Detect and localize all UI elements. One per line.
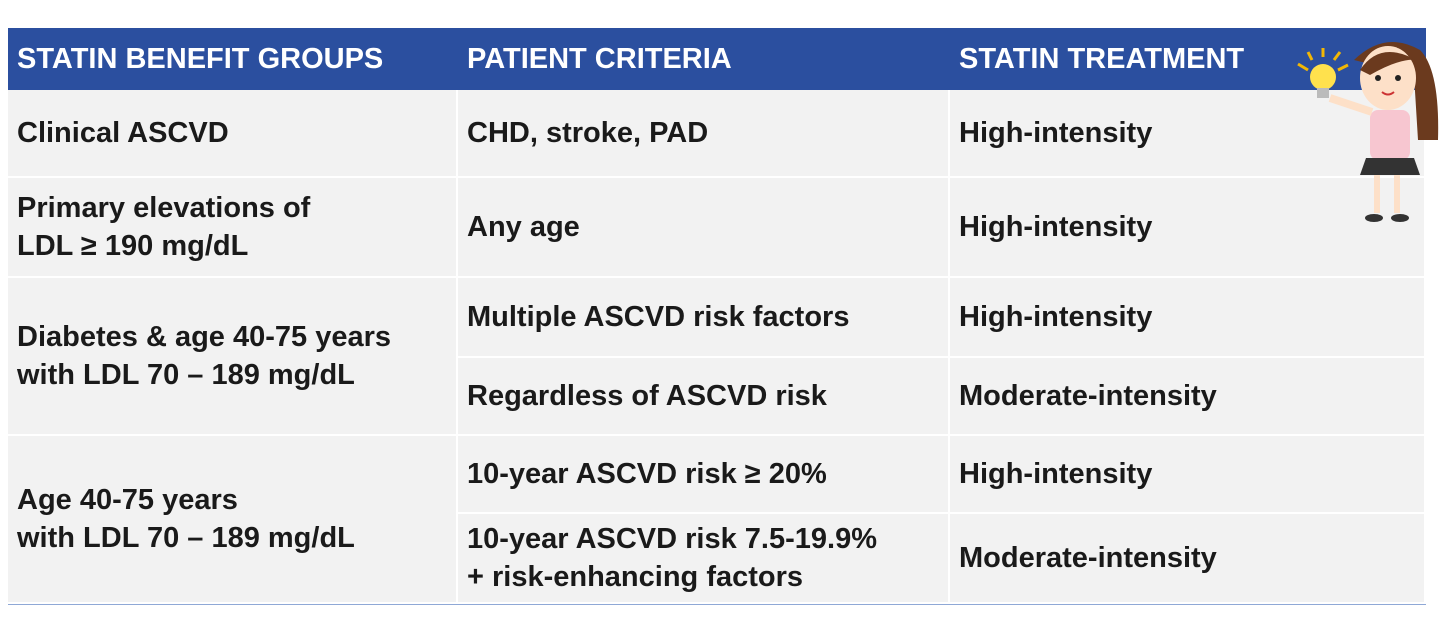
table-border (8, 603, 1426, 605)
group-cell: Diabetes & age 40-75 years with LDL 70 –… (8, 278, 458, 436)
treatment-cell: Moderate-intensity (950, 514, 1426, 604)
group-cell: Primary elevations of LDL ≥ 190 mg/dL (8, 178, 458, 278)
criteria-cell: Regardless of ASCVD risk (458, 358, 950, 436)
header-cell: STATIN TREATMENT (950, 28, 1426, 90)
criteria-cell: CHD, stroke, PAD (458, 90, 950, 178)
header-cell: PATIENT CRITERIA (458, 28, 950, 90)
group-cell: Clinical ASCVD (8, 90, 458, 178)
criteria-cell: 10-year ASCVD risk ≥ 20% (458, 436, 950, 514)
group-cell: Age 40-75 years with LDL 70 – 189 mg/dL (8, 436, 458, 604)
header-cell: STATIN BENEFIT GROUPS (8, 28, 458, 90)
criteria-cell: Any age (458, 178, 950, 278)
treatment-cell: High-intensity (950, 278, 1426, 358)
treatment-cell: High-intensity (950, 178, 1426, 278)
criteria-cell: Multiple ASCVD risk factors (458, 278, 950, 358)
illustration (1297, 42, 1439, 222)
treatment-cell: High-intensity (950, 436, 1426, 514)
criteria-cell: 10-year ASCVD risk 7.5-19.9% + risk-enha… (458, 514, 950, 604)
treatment-cell: Moderate-intensity (950, 358, 1426, 436)
